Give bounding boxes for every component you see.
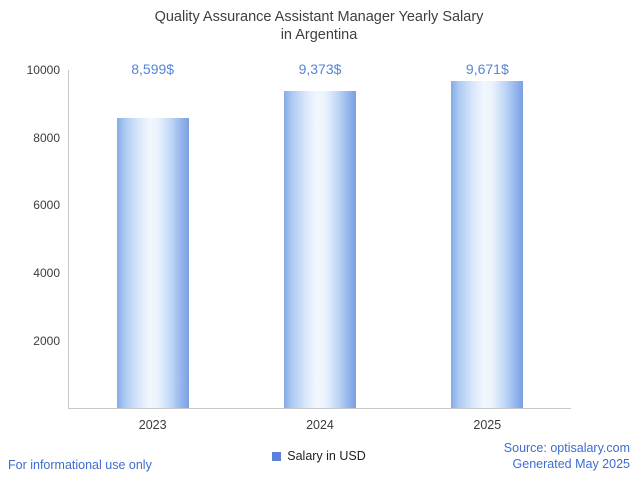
y-tick-label: 2000: [33, 333, 60, 348]
bar: [451, 81, 524, 409]
disclaimer-text: For informational use only: [8, 458, 152, 472]
x-axis-label: 2023: [138, 418, 167, 433]
bar-column: 8,599$ 2023: [69, 61, 236, 432]
bar: [116, 117, 189, 409]
y-tick-label: 10000: [26, 63, 60, 78]
bar: [283, 91, 356, 409]
bottom-row: For informational use only Salary in USD…: [8, 440, 630, 473]
generated-text: Generated May 2025: [512, 456, 630, 471]
x-axis-label: 2024: [306, 418, 334, 433]
bar-value-label: 9,671$: [465, 61, 509, 78]
bar-column: 9,373$ 2024: [236, 61, 403, 432]
y-axis: 2000 4000 6000 8000 10000: [4, 63, 60, 408]
x-axis-label: 2025: [473, 418, 502, 433]
plot-area: 8,599$ 2023 9,373$ 2024 9,671$ 2025: [68, 61, 571, 432]
chart-wrap: 2000 4000 6000 8000 10000 8,599$ 2023 9,373$ 20…: [27, 61, 571, 432]
legend-swatch-icon: [272, 451, 282, 461]
y-tick-label: 8000: [33, 130, 60, 145]
chart-title-line1: Quality Assurance Assistant Manager Year…: [154, 9, 484, 25]
legend: Salary in USD: [272, 449, 366, 463]
chart-title-line2: in Argentina: [280, 27, 358, 44]
source-block: Source: optisalary.com Generated May 202…: [366, 440, 630, 473]
y-tick-label: 6000: [33, 198, 60, 213]
bar-column: 9,671$ 2025: [404, 61, 571, 432]
bar-value-label: 9,373$: [298, 61, 342, 78]
bar-value-label: 8,599$: [131, 61, 175, 78]
chart-title: Quality Assurance Assistant Manager Year…: [0, 8, 638, 44]
y-tick-label: 4000: [33, 266, 60, 281]
source-link[interactable]: Source: optisalary.com: [503, 440, 630, 455]
legend-label: Salary in USD: [287, 449, 366, 463]
